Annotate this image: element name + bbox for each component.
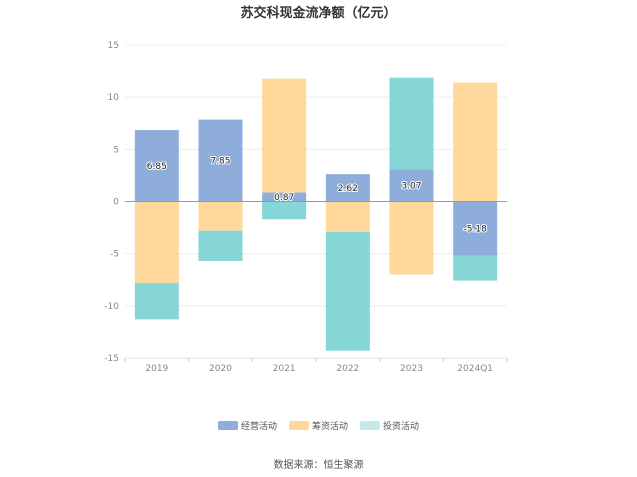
bar-2-2024Q1[interactable] [453, 255, 498, 281]
chart-plot: 15 10 5 0 -5 -10 -15 2019 2020 2021 2022 2023 2024Q1… [104, 41, 508, 374]
x-tick-label: 2020 [209, 364, 232, 374]
bar-1-2019[interactable] [134, 201, 179, 283]
legend-item-operating[interactable]: 经营活动 [217, 419, 277, 432]
bar-0-2021[interactable] [262, 192, 307, 202]
x-tick-label: 2023 [400, 364, 423, 374]
bar-0-2023[interactable] [389, 169, 434, 202]
x-tick-label: 2024Q1 [457, 364, 493, 374]
y-tick-label: -15 [104, 354, 119, 364]
x-tick-label: 2019 [145, 364, 168, 374]
legend-swatch-operating [217, 421, 238, 430]
grid-lines [125, 44, 507, 359]
y-tick-label: 15 [108, 41, 119, 51]
bar-2-2022[interactable] [325, 231, 370, 351]
legend-label-operating: 经营活动 [240, 422, 277, 432]
bar-1-2024Q1[interactable] [453, 82, 498, 202]
source-note: 数据来源：恒生聚源 [273, 460, 364, 471]
bar-2-2020[interactable] [198, 230, 243, 261]
data-label: 7.85 [210, 157, 230, 167]
axes: 15 10 5 0 -5 -10 -15 2019 2020 2021 2022 2023 2024Q1 [104, 41, 508, 374]
bar-0-2019[interactable] [134, 130, 179, 202]
bar-2-2023[interactable] [389, 77, 434, 170]
data-label: 6.85 [147, 162, 167, 172]
bar-1-2023[interactable] [389, 201, 434, 275]
data-label: -5.18 [464, 225, 488, 235]
y-tick-label: 10 [108, 93, 120, 103]
bar-1-2021[interactable] [262, 78, 307, 193]
bar-1-2022[interactable] [325, 201, 370, 232]
y-tick-label: -5 [110, 250, 119, 260]
y-tick-label: -10 [104, 302, 119, 312]
bars [134, 77, 498, 351]
legend-swatch-financing [288, 421, 309, 430]
bar-0-2024Q1[interactable] [453, 201, 498, 256]
legend-item-investing[interactable]: 投资活动 [360, 419, 419, 432]
x-tick-label: 2022 [336, 364, 359, 374]
chart-title: 苏交科现金流净额（亿元） [240, 6, 397, 21]
legend-label-investing: 投资活动 [383, 422, 420, 432]
y-tick-label: 5 [113, 145, 119, 155]
data-label: 0.87 [274, 193, 294, 203]
bar-0-2022[interactable] [325, 174, 370, 202]
x-tick-label: 2021 [273, 364, 296, 374]
bar-0-2020[interactable] [198, 119, 243, 202]
legend-label-financing: 筹资活动 [311, 422, 348, 432]
bar-2-2019[interactable] [134, 282, 179, 320]
bar-2-2021[interactable] [262, 201, 307, 220]
y-tick-label: 0 [113, 198, 119, 208]
legend-item-financing[interactable]: 筹资活动 [288, 419, 348, 432]
data-label: 3.07 [401, 181, 421, 191]
data-labels: 6.85 7.85 0.87 2.62 3.07 -5.18 [146, 156, 488, 236]
legend-swatch-investing [360, 421, 380, 430]
bar-1-2020[interactable] [198, 201, 243, 231]
legend: 经营活动 筹资活动 投资活动 [0, 419, 637, 432]
data-label: 2.62 [338, 184, 358, 194]
